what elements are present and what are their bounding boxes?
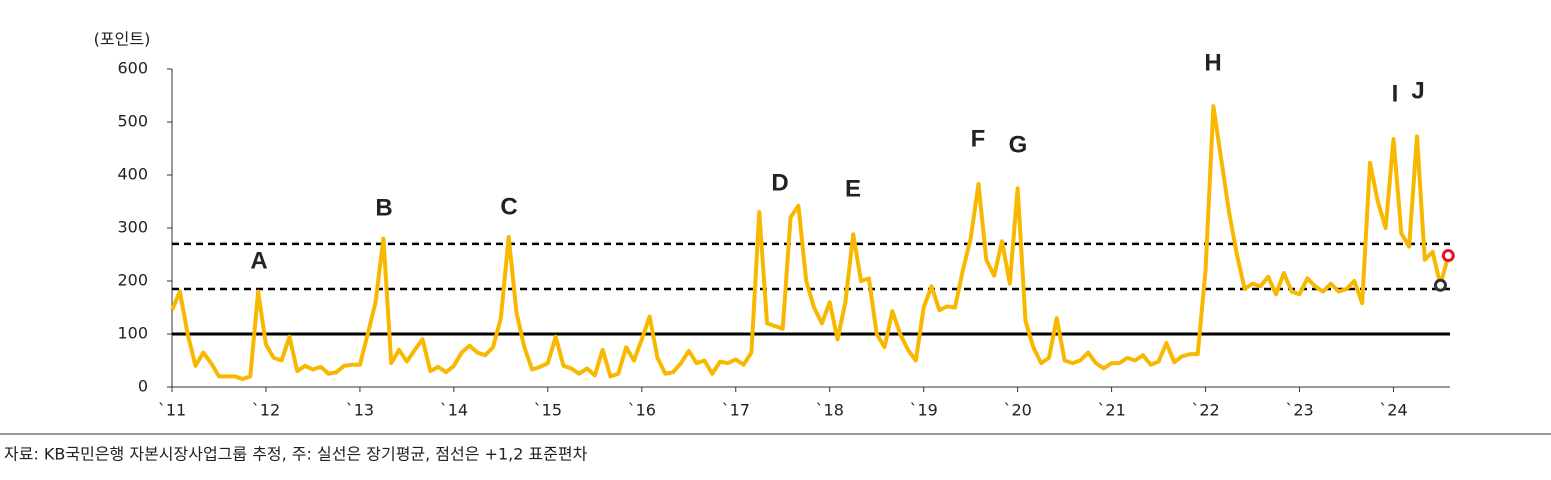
source-note: 자료: KB국민은행 자본시장사업그룹 추정, 주: 실선은 장기평균, 점선은… — [4, 445, 588, 464]
x-tick-label: `17 — [722, 401, 750, 420]
annotation: D — [771, 169, 788, 196]
annotation: A — [250, 247, 267, 274]
annotation: I — [1392, 80, 1399, 107]
x-tick-label: `23 — [1285, 401, 1313, 420]
x-tick-label: `20 — [1003, 401, 1031, 420]
y-tick-label: 0 — [138, 377, 148, 396]
y-tick-label: 400 — [117, 165, 148, 184]
x-tick-label: `16 — [628, 401, 656, 420]
annotation: C — [500, 193, 517, 220]
annotation: H — [1204, 49, 1221, 76]
x-tick-label: `24 — [1379, 401, 1407, 420]
annotation: J — [1411, 77, 1424, 104]
x-tick-label: `15 — [534, 401, 562, 420]
end-marker — [1441, 249, 1455, 263]
annotation: G — [1009, 131, 1028, 158]
x-tick-label: `14 — [440, 401, 468, 420]
y-tick-label: 300 — [117, 218, 148, 237]
x-tick-label: `11 — [158, 401, 186, 420]
y-tick-label: 100 — [117, 324, 148, 343]
annotation: F — [971, 125, 986, 152]
y-tick-label: 200 — [117, 271, 148, 290]
data-line — [170, 104, 1451, 382]
annotation: B — [375, 194, 392, 221]
x-tick-label: `18 — [816, 401, 844, 420]
x-tick-label: `12 — [252, 401, 280, 420]
x-tick-label: `19 — [910, 401, 938, 420]
end-marker — [1433, 278, 1447, 292]
x-tick-label: `13 — [346, 401, 374, 420]
x-tick-label: `22 — [1191, 401, 1219, 420]
y-axis-label: (포인트) — [94, 30, 151, 49]
y-tick-label: 600 — [117, 59, 148, 78]
annotation: E — [845, 175, 861, 202]
y-tick-label: 500 — [117, 112, 148, 131]
x-tick-label: `21 — [1097, 401, 1125, 420]
